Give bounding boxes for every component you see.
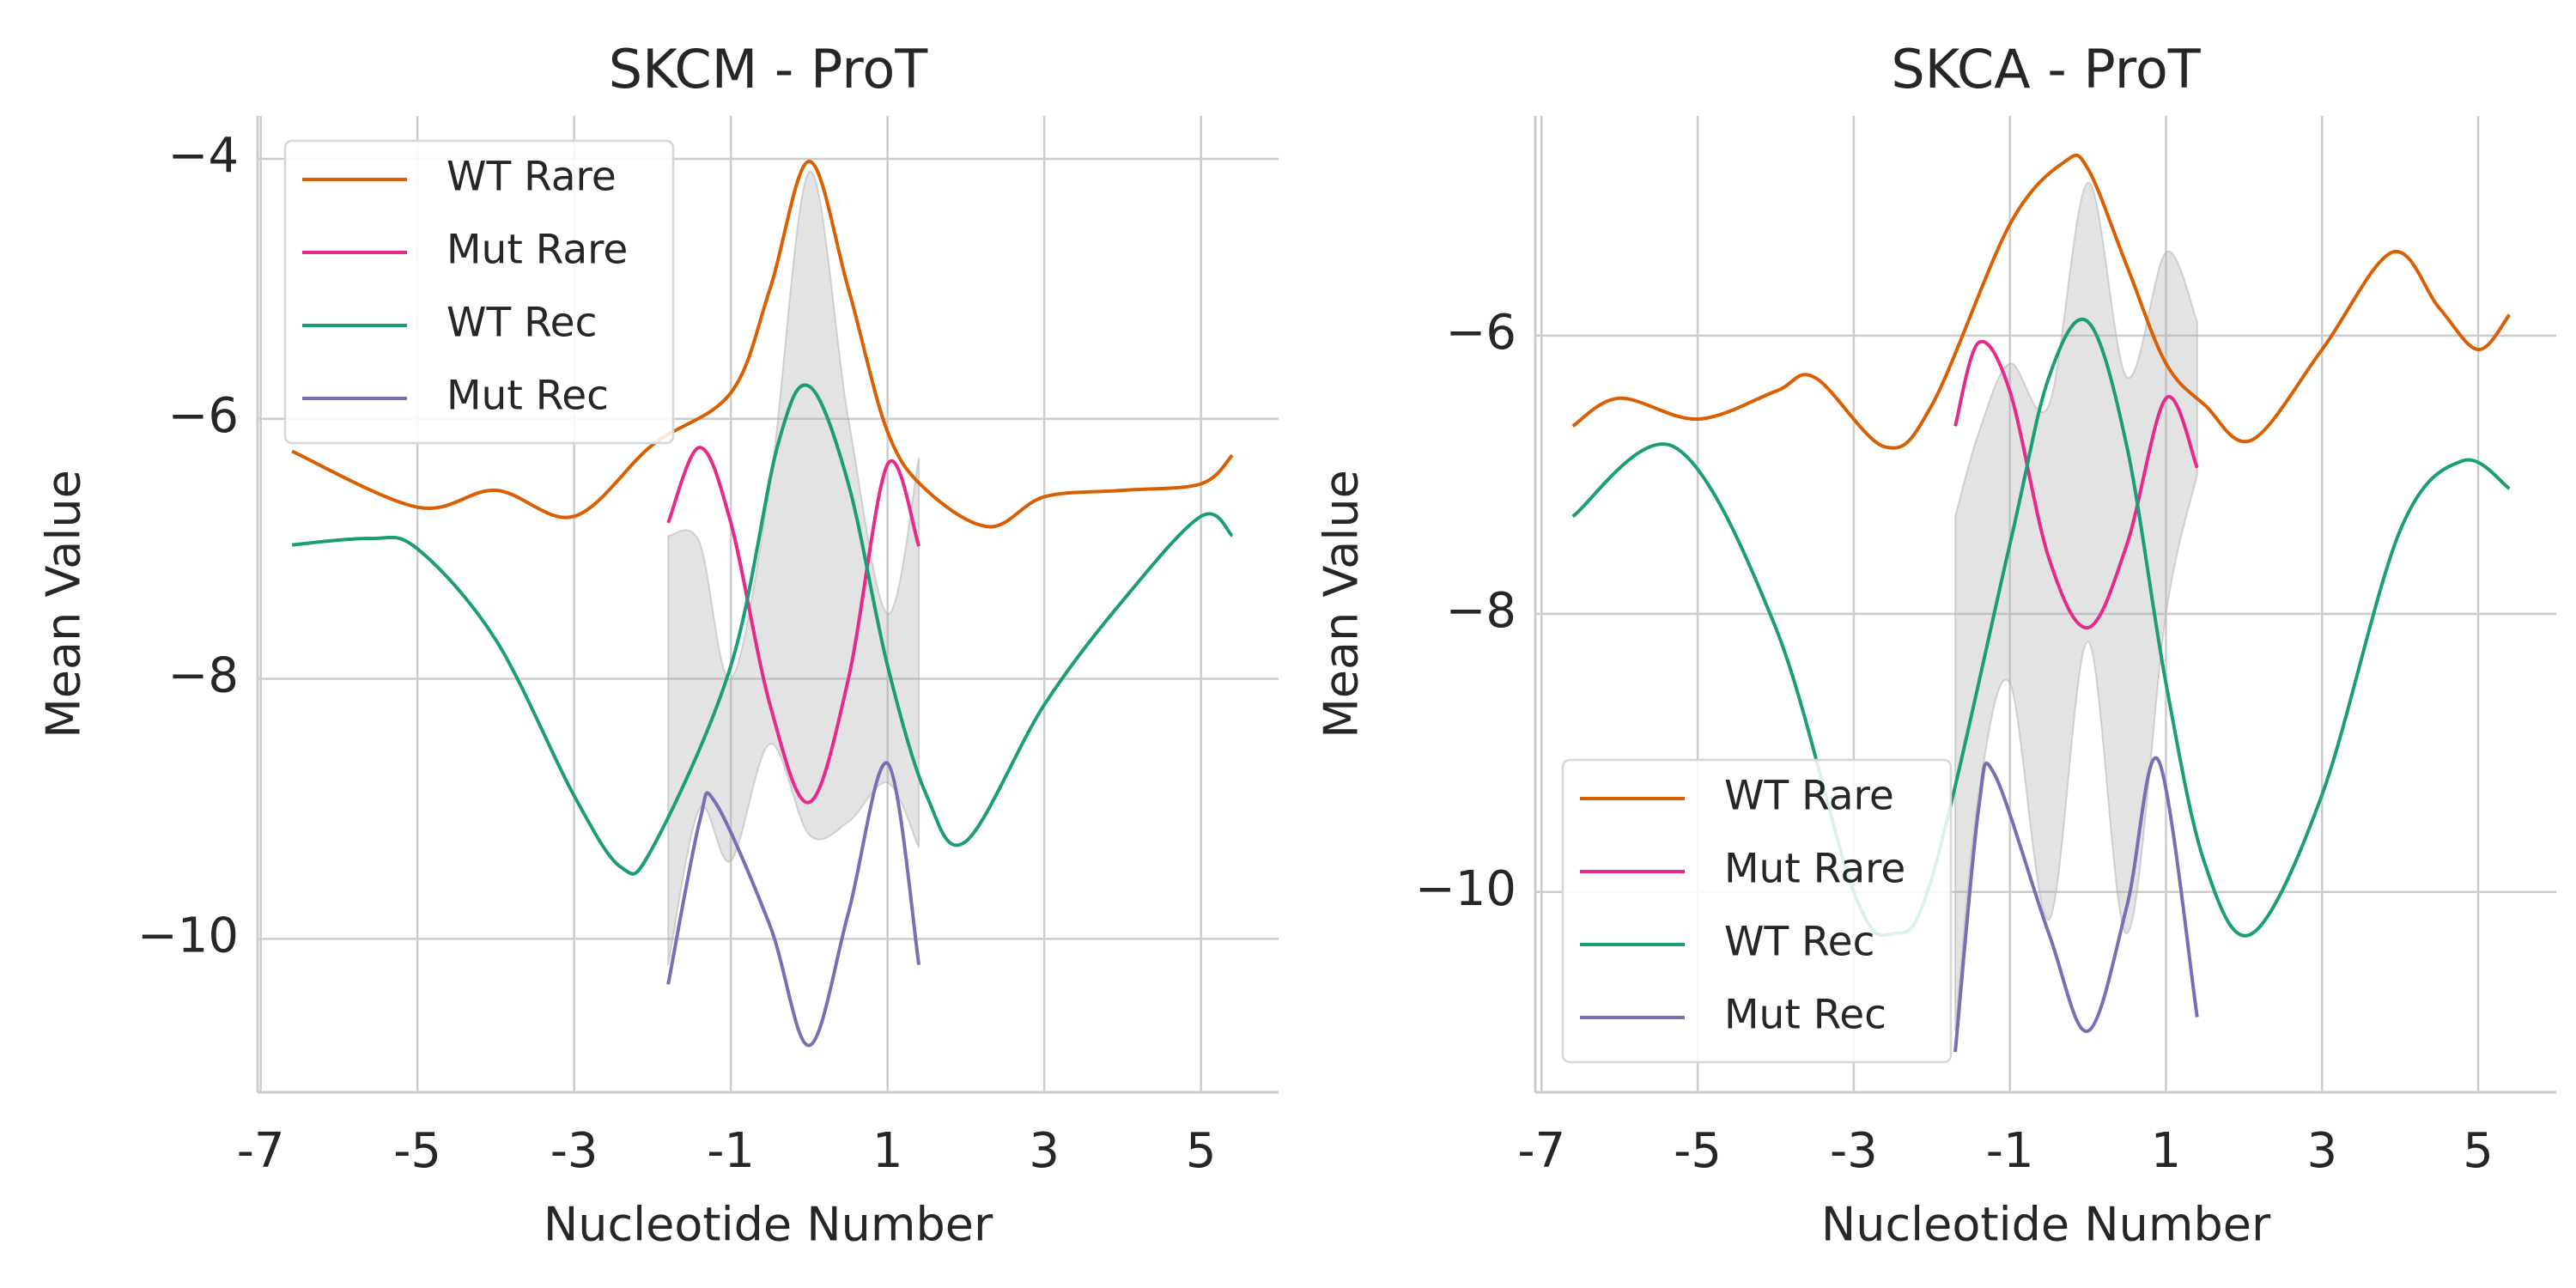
band [667, 171, 920, 965]
legend-label: Mut Rare [1724, 846, 1905, 893]
y-tick-label: −6 [1445, 305, 1516, 361]
legend-label: WT Rec [447, 300, 597, 347]
y-axis-label: Mean Value [37, 470, 91, 738]
y-tick-label: −4 [167, 128, 239, 184]
line-series [1953, 339, 2199, 630]
subplot: -7 -5 -3 -1 1 3 5 −10 −8 −6 SKCA - ProT Nucleotide … [1315, 38, 2556, 1252]
x-tick-label: -3 [550, 1123, 598, 1179]
x-tick-label: -5 [393, 1123, 441, 1179]
line-series [1953, 756, 2199, 1053]
y-tick-label: −10 [1415, 861, 1516, 917]
line-series [666, 446, 921, 805]
chart-title: SKCA - ProT [1891, 38, 2201, 100]
legend-label: WT Rec [1724, 919, 1874, 966]
legend-frame [283, 139, 675, 445]
x-tick-label: 1 [2151, 1123, 2182, 1179]
legend-label: Mut Rare [447, 227, 628, 274]
legend: WT Rare Mut Rare WT Rec Mut Rec [1561, 758, 1953, 1064]
x-tick-label: -7 [1517, 1123, 1565, 1179]
x-tick-label: -7 [237, 1123, 285, 1179]
x-tick-label: 5 [1186, 1123, 1217, 1179]
y-tick-label: −8 [167, 648, 239, 704]
legend-label: Mut Rec [447, 373, 609, 420]
y-tick-label: −6 [167, 388, 239, 444]
x-tick-label: -1 [707, 1123, 755, 1179]
x-tick-label: 3 [1029, 1123, 1060, 1179]
line-series [1571, 153, 2512, 450]
legend-label: Mut Rec [1724, 992, 1886, 1039]
x-axis-label: Nucleotide Number [544, 1198, 993, 1252]
legend: WT Rare Mut Rare WT Rec Mut Rec [283, 139, 675, 445]
legend-label: WT Rare [447, 154, 617, 201]
y-tick-label: −8 [1445, 583, 1516, 639]
subplot: -7 -5 -3 -1 1 3 5 −10 −8 −6 −4 SKCM - ProT Nucleotid… [37, 38, 1279, 1252]
y-tick-label: −10 [137, 908, 239, 963]
legend-label: WT Rare [1724, 773, 1894, 820]
x-tick-label: 1 [872, 1123, 903, 1179]
line-series [291, 383, 1234, 876]
x-tick-label: -3 [1830, 1123, 1878, 1179]
x-tick-label: -5 [1674, 1123, 1722, 1179]
legend-frame [1561, 758, 1953, 1064]
band [1954, 181, 2198, 1031]
y-axis-label: Mean Value [1315, 470, 1369, 738]
x-tick-label: -1 [1986, 1123, 2034, 1179]
line-series [291, 159, 1234, 529]
x-tick-label: 5 [2463, 1123, 2494, 1179]
x-tick-label: 3 [2306, 1123, 2337, 1179]
x-axis-label: Nucleotide Number [1821, 1198, 2271, 1252]
chart-title: SKCM - ProT [609, 38, 929, 100]
line-series [1571, 317, 2511, 938]
line-series [666, 761, 921, 1048]
